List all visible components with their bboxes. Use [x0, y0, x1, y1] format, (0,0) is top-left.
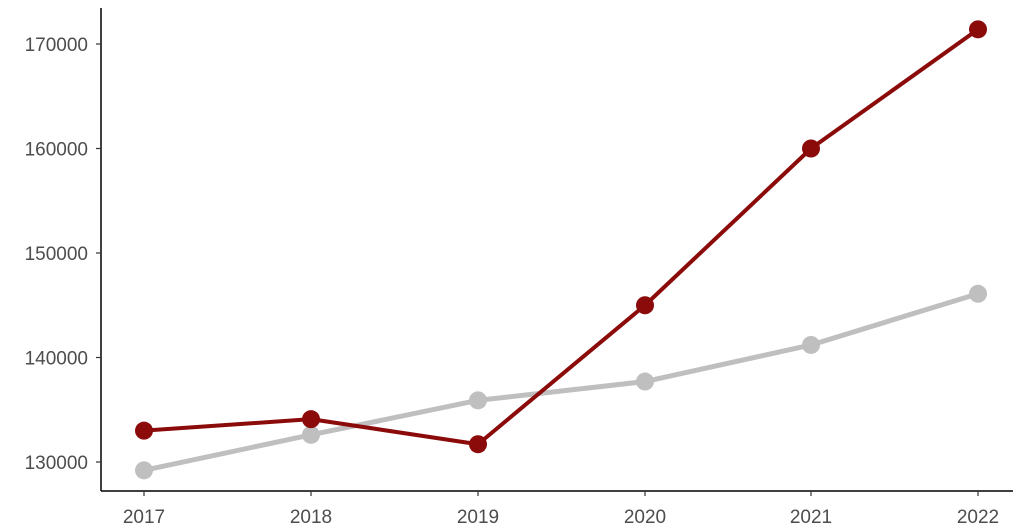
- x-tick-label: 2022: [957, 507, 999, 528]
- y-tick-label: 170000: [25, 35, 88, 56]
- y-tick-label: 150000: [25, 244, 88, 265]
- series-2-point: [469, 435, 487, 454]
- x-tick-label: 2017: [123, 507, 165, 528]
- series-1-point: [636, 372, 654, 391]
- series-2-point: [135, 421, 153, 440]
- series-layer: [135, 20, 987, 480]
- axes-layer: [100, 8, 1013, 492]
- y-tick-label: 140000: [25, 349, 88, 370]
- series-2-point: [636, 296, 654, 315]
- series-2-line: [142, 27, 980, 447]
- series-1-point: [302, 425, 320, 444]
- series-2-point: [302, 410, 320, 429]
- series-1-point: [469, 391, 487, 410]
- series-2-point: [802, 139, 820, 158]
- series-1-point: [135, 461, 153, 480]
- x-tick-label: 2021: [790, 507, 832, 528]
- series-1-point: [802, 335, 820, 354]
- x-tick-label: 2019: [457, 507, 499, 528]
- x-tick-label: 2020: [624, 507, 666, 528]
- y-tick-label: 160000: [25, 140, 88, 161]
- series-1-point: [969, 284, 987, 303]
- y-tick-label: 130000: [25, 453, 88, 474]
- series-2-point: [969, 20, 987, 39]
- ticks-layer: 130000 140000 150000 160000 170000 2017 2018 20…: [25, 35, 1000, 528]
- x-tick-label: 2018: [290, 507, 332, 528]
- series-1-line: [141, 291, 981, 473]
